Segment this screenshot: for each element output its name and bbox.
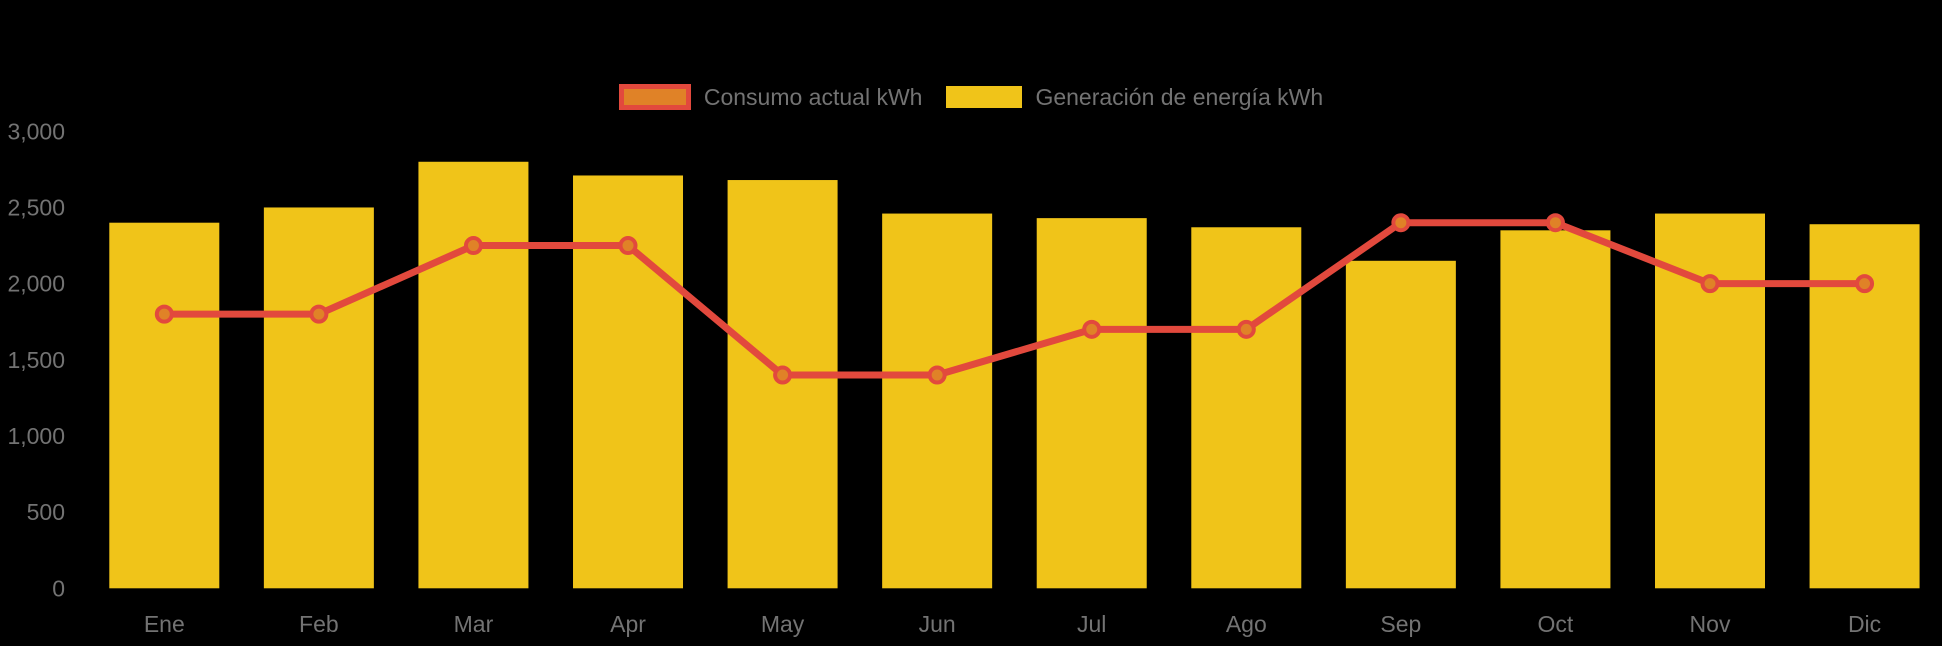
x-axis-label-ene: Ene bbox=[144, 611, 185, 637]
y-axis-tick-label: 3,000 bbox=[7, 118, 65, 144]
bar-ago[interactable] bbox=[1191, 227, 1302, 589]
x-axis-label-jun: Jun bbox=[919, 611, 956, 637]
point-sep[interactable] bbox=[1391, 213, 1411, 233]
x-axis-label-may: May bbox=[761, 611, 805, 637]
generacion-swatch-icon bbox=[946, 86, 1023, 108]
legend-item-generacion[interactable]: Generación de energía kWh bbox=[946, 84, 1323, 110]
point-ene[interactable] bbox=[154, 304, 174, 324]
bar-feb[interactable] bbox=[263, 207, 374, 589]
consumo-line bbox=[164, 219, 1865, 379]
point-may[interactable] bbox=[773, 365, 793, 385]
point-feb[interactable] bbox=[309, 304, 329, 324]
point-dic[interactable] bbox=[1855, 274, 1875, 294]
bar-sep[interactable] bbox=[1345, 260, 1456, 589]
legend-label-generacion: Generación de energía kWh bbox=[1035, 84, 1324, 110]
x-axis-label-ago: Ago bbox=[1226, 611, 1267, 637]
point-nov[interactable] bbox=[1700, 274, 1720, 294]
bar-ene[interactable] bbox=[109, 222, 220, 589]
y-axis-tick-label: 2,500 bbox=[7, 195, 65, 221]
bar-jun[interactable] bbox=[882, 213, 993, 589]
y-axis-tick-label: 1,000 bbox=[7, 423, 65, 449]
bar-jul[interactable] bbox=[1036, 218, 1147, 589]
x-axis-label-dic: Dic bbox=[1848, 611, 1881, 637]
chart-legend: Consumo actual kWh Generación de energía… bbox=[0, 84, 1942, 110]
y-axis-tick-label: 2,000 bbox=[7, 271, 65, 297]
legend-item-consumo[interactable]: Consumo actual kWh bbox=[618, 84, 923, 110]
y-axis-tick-label: 500 bbox=[27, 499, 65, 525]
point-jun[interactable] bbox=[927, 365, 947, 385]
y-axis-tick-label: 0 bbox=[52, 575, 65, 601]
x-axis-label-feb: Feb bbox=[299, 611, 339, 637]
x-axis-label-oct: Oct bbox=[1538, 611, 1574, 637]
point-oct[interactable] bbox=[1545, 213, 1565, 233]
x-axis-label-apr: Apr bbox=[610, 611, 646, 637]
point-apr[interactable] bbox=[618, 236, 638, 256]
x-axis-label-nov: Nov bbox=[1690, 611, 1731, 637]
legend-label-consumo: Consumo actual kWh bbox=[703, 84, 923, 110]
y-axis-tick-label: 1,500 bbox=[7, 347, 65, 373]
x-axis-label-mar: Mar bbox=[454, 611, 494, 637]
x-axis-label-jul: Jul bbox=[1077, 611, 1106, 637]
point-jul[interactable] bbox=[1082, 319, 1102, 339]
x-axis-label-sep: Sep bbox=[1380, 611, 1421, 637]
point-mar[interactable] bbox=[463, 236, 483, 256]
bar-oct[interactable] bbox=[1500, 230, 1611, 589]
bar-mar[interactable] bbox=[418, 161, 529, 589]
consumo-swatch-icon bbox=[618, 84, 691, 110]
point-ago[interactable] bbox=[1236, 319, 1256, 339]
